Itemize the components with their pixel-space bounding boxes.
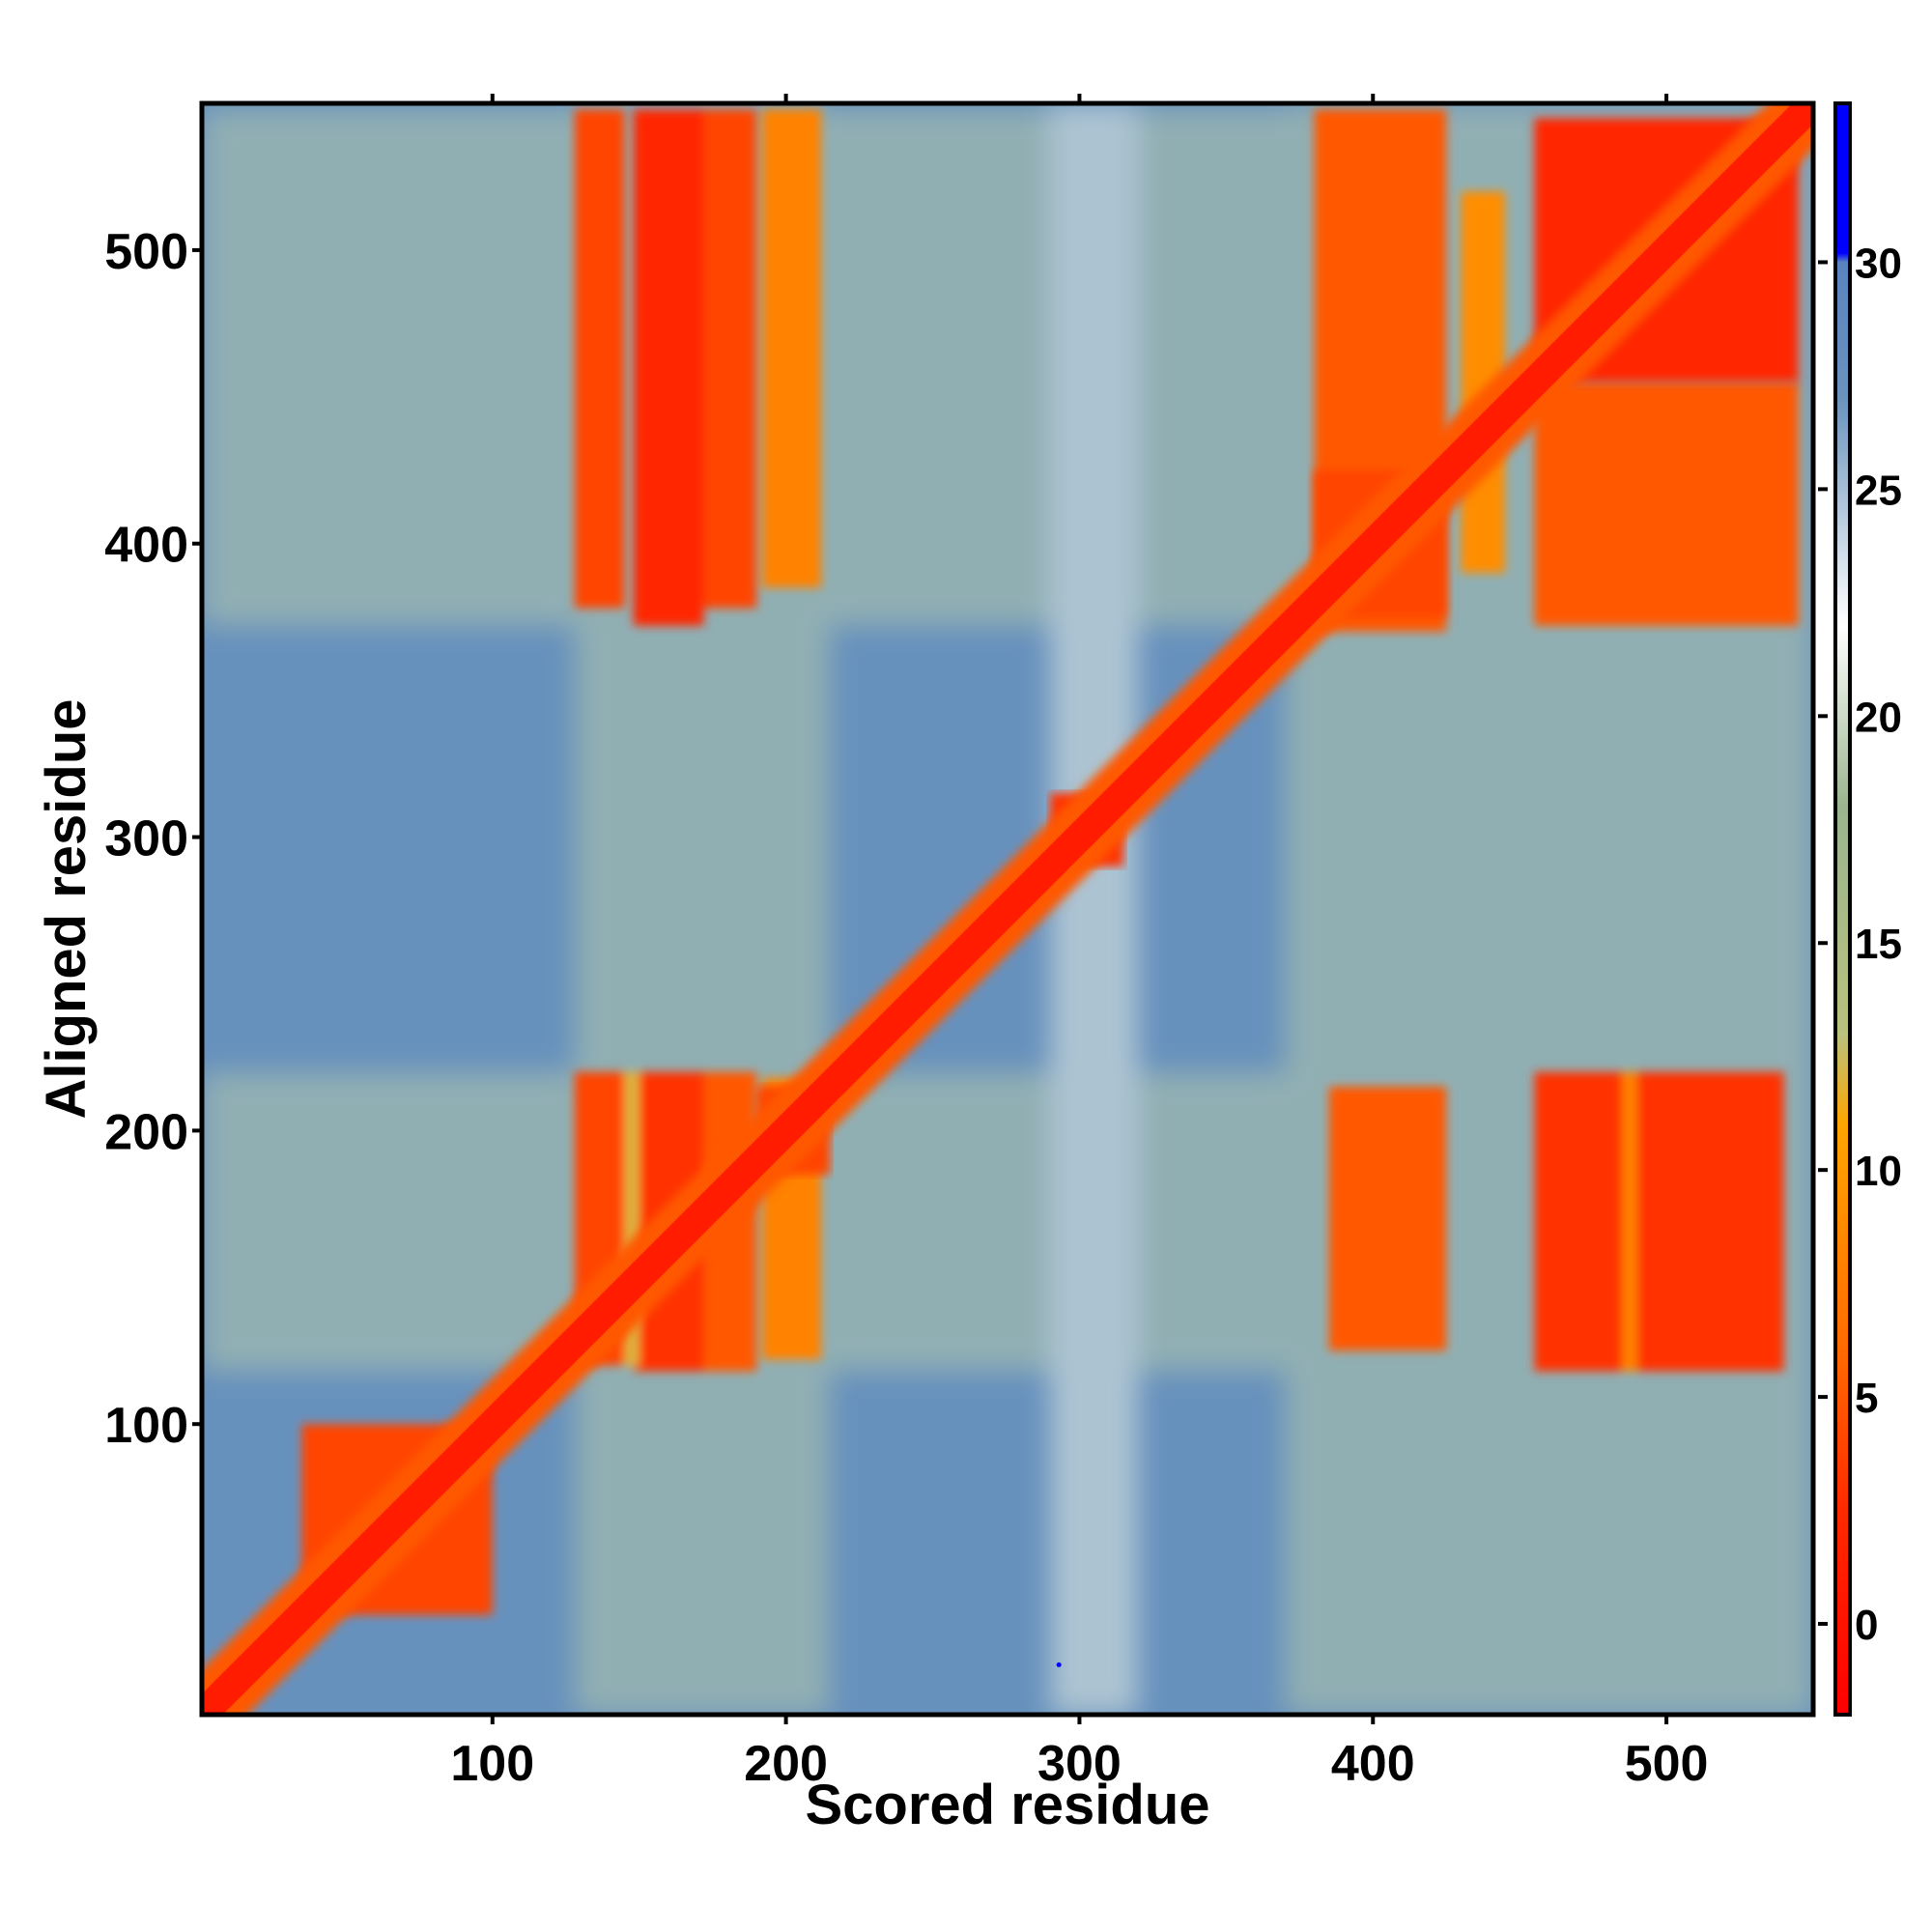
- x-tick-label: 200: [744, 1736, 828, 1792]
- colorbar-tick-label: 30: [1855, 240, 1902, 287]
- colorbar-tick-label: 10: [1855, 1148, 1902, 1195]
- heatmap-cells: [202, 103, 1813, 1715]
- colorbar-tick-label: 15: [1855, 921, 1902, 968]
- x-axis-title: Scored residue: [805, 1774, 1209, 1836]
- heatmap-block: [1636, 1071, 1784, 1372]
- y-tick-label: 200: [104, 1104, 188, 1160]
- heatmap-block: [1534, 382, 1799, 626]
- heatmap-block: [633, 109, 704, 626]
- heatmap-diagonal: [202, 103, 1813, 1715]
- heatmap-block: [1622, 1071, 1637, 1372]
- y-tick-label: 500: [104, 224, 188, 280]
- colorbar: 0 5 10 15 20 25 30: [1818, 101, 1902, 1717]
- plot-frame: [199, 100, 1816, 1718]
- heatmap-block: [1328, 1086, 1447, 1351]
- colorbar-tick-label: 25: [1855, 467, 1902, 514]
- colorbar-tick-label: 20: [1855, 694, 1902, 741]
- plot-area: [199, 100, 1816, 1718]
- heatmap-block: [574, 109, 625, 609]
- y-tick-label: 300: [104, 811, 188, 867]
- heatmap-block: [703, 109, 757, 609]
- y-tick-label: 100: [104, 1398, 188, 1454]
- x-tick-label: 500: [1625, 1736, 1709, 1792]
- heatmap-band: [1050, 103, 1139, 1715]
- heatmap-block: [762, 109, 822, 588]
- colorbar-tick-label: 5: [1855, 1375, 1878, 1422]
- colorbar-scale: [1833, 101, 1852, 1717]
- y-axis-title: Aligned residue: [35, 698, 98, 1119]
- x-tick-label: 100: [450, 1736, 534, 1792]
- x-tick-label: 400: [1331, 1736, 1415, 1792]
- heatmap-block: [1534, 1071, 1623, 1372]
- y-axis-ticks: 100 200 300 400 500: [104, 224, 202, 1454]
- x-axis-ticks: 100 200 300 400 500: [450, 94, 1708, 1792]
- x-tick-label: 300: [1037, 1736, 1122, 1792]
- y-tick-label: 400: [104, 518, 188, 574]
- colorbar-ticks: 0 5 10 15 20 25 30: [1818, 240, 1902, 1649]
- heatmap-marker: [1056, 1662, 1062, 1667]
- colorbar-tick-label: 0: [1855, 1602, 1878, 1649]
